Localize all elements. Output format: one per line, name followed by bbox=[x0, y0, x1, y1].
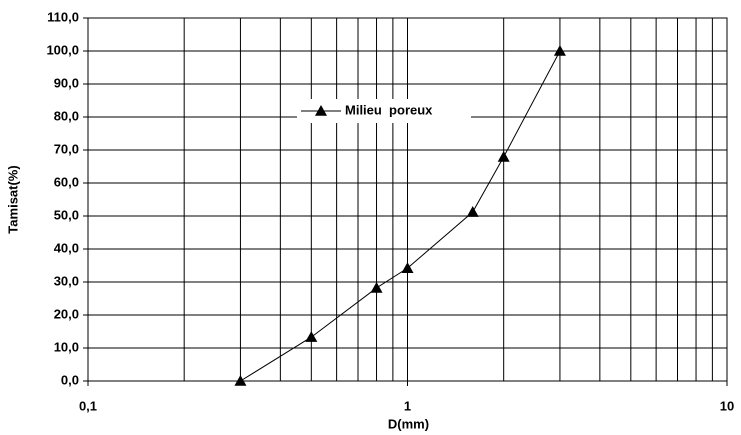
y-tick-label: 100,0 bbox=[46, 42, 79, 57]
y-tick-label: 10,0 bbox=[54, 339, 79, 354]
data-point bbox=[553, 45, 566, 56]
y-tick-label: 80,0 bbox=[54, 108, 79, 123]
data-point bbox=[466, 206, 479, 217]
x-axis-label: D(mm) bbox=[388, 416, 429, 431]
x-tick-label: 1 bbox=[404, 398, 411, 413]
data-point bbox=[401, 262, 414, 273]
y-tick-label: 50,0 bbox=[54, 207, 79, 222]
y-tick-label: 110,0 bbox=[47, 9, 79, 24]
legend-marker bbox=[315, 105, 327, 116]
y-axis-label: Tamisat(%) bbox=[5, 165, 20, 233]
data-point bbox=[234, 375, 247, 386]
y-tick-label: 40,0 bbox=[54, 240, 79, 255]
y-tick-label: 70,0 bbox=[54, 141, 79, 156]
legend-label: Milieu poreux bbox=[345, 102, 433, 117]
x-tick-label: 10 bbox=[720, 398, 734, 413]
data-point bbox=[370, 281, 383, 293]
y-tick-label: 20,0 bbox=[54, 306, 79, 321]
plot-frame bbox=[87, 17, 728, 382]
x-tick-label: 0,1 bbox=[79, 398, 97, 413]
y-tick-label: 0,0 bbox=[61, 372, 79, 387]
y-tick-label: 90,0 bbox=[54, 75, 79, 90]
data-point bbox=[305, 331, 318, 342]
data-point bbox=[497, 150, 510, 162]
y-tick-label: 60,0 bbox=[54, 174, 79, 189]
y-tick-label: 30,0 bbox=[54, 273, 79, 288]
